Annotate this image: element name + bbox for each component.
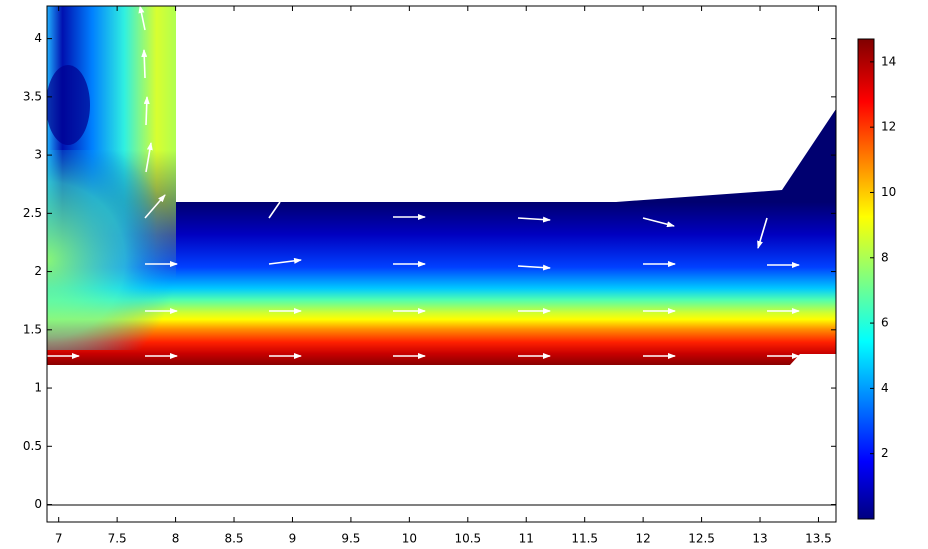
plot-frame xyxy=(46,5,837,523)
y-tick-label: 1 xyxy=(34,381,42,395)
colorbar-tick-label: 4 xyxy=(881,381,889,395)
colorbar-tick-label: 12 xyxy=(881,120,896,134)
x-tick-label: 10 xyxy=(402,532,417,546)
x-tick-label: 12.5 xyxy=(688,532,715,546)
y-tick-label: 0.5 xyxy=(23,439,42,453)
y-tick-label: 0 xyxy=(34,497,42,511)
x-tick-label: 11 xyxy=(519,532,534,546)
colorbar-tick-label: 14 xyxy=(881,54,896,68)
x-tick-label: 12 xyxy=(635,532,650,546)
x-tick-label: 9 xyxy=(289,532,297,546)
x-tick-label: 8.5 xyxy=(224,532,243,546)
colorbar-tick-label: 6 xyxy=(881,316,889,330)
colorbar xyxy=(857,38,875,520)
y-tick-label: 2.5 xyxy=(23,206,42,220)
colorbar-tick-label: 10 xyxy=(881,185,896,199)
colorbar-tick-label: 8 xyxy=(881,250,889,264)
arrow xyxy=(517,264,551,271)
x-tick-label: 13.5 xyxy=(805,532,832,546)
x-tick-label: 7 xyxy=(55,532,63,546)
y-tick-label: 3 xyxy=(34,148,42,162)
x-tick-label: 10.5 xyxy=(454,532,481,546)
x-tick-label: 9.5 xyxy=(341,532,360,546)
y-tick-label: 4 xyxy=(34,31,42,45)
arrow xyxy=(517,216,551,223)
x-tick-label: 13 xyxy=(752,532,767,546)
y-tick-label: 3.5 xyxy=(23,89,42,103)
x-tick-label: 8 xyxy=(172,532,180,546)
field xyxy=(47,6,836,365)
x-tick-label: 11.5 xyxy=(571,532,598,546)
arrows xyxy=(47,5,800,359)
y-tick-label: 2 xyxy=(34,264,42,278)
colorbar-tick-label: 2 xyxy=(881,446,889,460)
y-tick-label: 1.5 xyxy=(23,322,42,336)
x-tick-label: 7.5 xyxy=(108,532,127,546)
